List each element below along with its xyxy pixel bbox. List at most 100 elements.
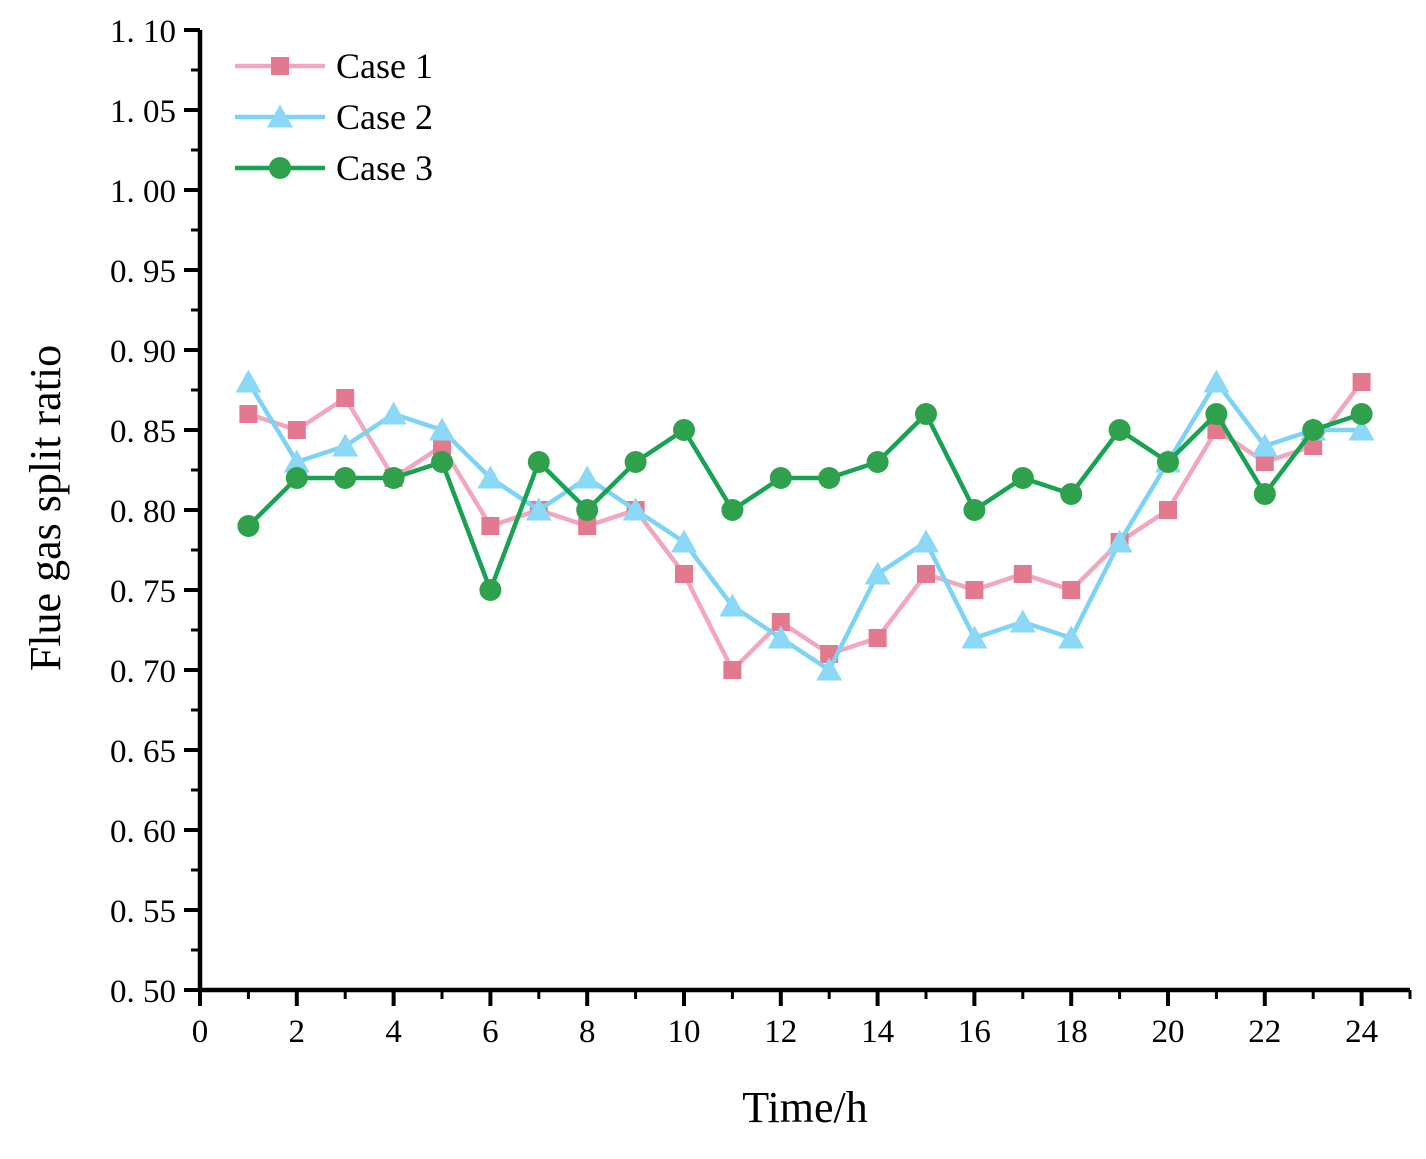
case-1-marker — [481, 517, 500, 535]
case-2-marker — [961, 625, 988, 649]
legend-item-case-3: Case 3 — [235, 148, 433, 188]
case-3-marker — [915, 403, 937, 425]
case-1-marker — [965, 581, 984, 599]
x-tick-label: 20 — [1152, 1014, 1185, 1050]
case-2-marker — [477, 465, 504, 489]
case-2-marker — [864, 561, 891, 585]
case-3-marker — [769, 467, 792, 489]
y-tick-label: 0. 75 — [110, 574, 176, 610]
case-1-marker — [868, 629, 887, 647]
legend-item-case-2: Case 2 — [235, 97, 433, 137]
x-tick-label: 0 — [192, 1014, 209, 1050]
case-1-marker — [1255, 453, 1274, 471]
x-tick-label: 8 — [579, 1014, 596, 1050]
case-3-marker — [1350, 403, 1373, 425]
case-2-marker — [913, 529, 939, 553]
x-tick-label: 12 — [764, 1014, 797, 1050]
case-1-marker — [578, 517, 597, 535]
case-1-marker — [287, 421, 306, 439]
case-3-marker — [1205, 403, 1228, 425]
y-tick-label: 0. 70 — [110, 654, 176, 690]
y-tick-label: 0. 85 — [110, 414, 176, 450]
case-2-marker — [1203, 369, 1230, 393]
y-axis-title: Flue gas split ratio — [21, 345, 70, 671]
legend-label-case-3: Case 3 — [336, 148, 433, 188]
case-2-marker — [622, 497, 649, 521]
case-2-marker — [332, 433, 359, 457]
x-tick-label: 6 — [482, 1014, 499, 1050]
case-2-marker — [574, 465, 601, 489]
case-3-marker — [963, 499, 986, 521]
legend-square-marker-icon — [271, 57, 289, 75]
case-2-marker — [429, 417, 455, 441]
case-1-marker — [723, 661, 742, 679]
x-tick-label: 22 — [1248, 1014, 1281, 1050]
x-tick-label: 4 — [385, 1014, 402, 1050]
y-tick-label: 1. 10 — [110, 14, 176, 50]
case-1-marker — [1013, 565, 1032, 583]
case-2-series — [235, 369, 1375, 681]
x-tick-label: 2 — [289, 1014, 306, 1050]
case-2-marker — [1251, 433, 1278, 457]
case-1-marker — [917, 565, 935, 583]
legend-item-case-1: Case 1 — [235, 46, 433, 86]
axes-layer: 1. 10 1. 05 1. 00 0. 95 0. 90 0. 85 0. 80 0. 75… — [110, 14, 1412, 1050]
case-3-marker — [1302, 419, 1325, 441]
legend-triangle-marker-icon — [267, 104, 293, 128]
case-1-marker — [1352, 373, 1371, 391]
case-3-marker — [818, 467, 841, 489]
case-3-marker — [673, 419, 695, 441]
case-2-marker — [671, 529, 697, 553]
case-2-marker — [1106, 529, 1133, 553]
case-2-marker — [235, 369, 262, 393]
legend-label-case-1: Case 1 — [336, 46, 433, 86]
x-tick-label: 24 — [1345, 1014, 1378, 1050]
case-3-marker — [431, 451, 453, 473]
y-tick-label: 1. 05 — [110, 94, 176, 130]
case-1-marker — [336, 389, 355, 407]
case-3-marker — [866, 451, 889, 473]
case-2-line — [246, 379, 1364, 673]
y-tick-label: 0. 80 — [110, 494, 176, 530]
x-tick-label: 16 — [958, 1014, 991, 1050]
case-1-marker — [1062, 581, 1081, 599]
legend-label-case-2: Case 2 — [336, 97, 433, 137]
case-3-marker — [624, 451, 647, 473]
legend-circle-marker-icon — [269, 157, 291, 179]
case-1-line — [246, 379, 1364, 673]
case-3-marker — [527, 451, 550, 473]
case-3-series — [237, 403, 1373, 601]
y-tick-label: 0. 60 — [110, 814, 176, 850]
case-3-marker — [479, 579, 502, 601]
case-3-marker — [1157, 451, 1179, 473]
case-3-marker — [1253, 483, 1276, 505]
case-3-marker — [285, 467, 308, 489]
series-layer — [235, 369, 1375, 681]
x-tick-label: 10 — [668, 1014, 701, 1050]
case-1-marker — [239, 405, 258, 423]
case-2-marker — [1348, 417, 1375, 441]
case-2-marker — [283, 449, 310, 473]
y-tick-label: 0. 95 — [110, 254, 176, 290]
case-1-marker — [675, 565, 693, 583]
case-3-line — [246, 411, 1364, 593]
y-tick-label: 1. 00 — [110, 174, 176, 210]
case-1-marker — [1304, 437, 1323, 455]
case-3-marker — [1011, 467, 1034, 489]
case-1-marker — [433, 437, 451, 455]
y-tick-label: 0. 65 — [110, 734, 176, 770]
case-1-marker — [771, 613, 790, 631]
case-2-marker — [1009, 609, 1036, 633]
case-2-marker — [719, 593, 746, 617]
case-2-marker — [380, 401, 407, 425]
case-1-marker — [1159, 501, 1177, 519]
x-axis-title: Time/h — [742, 1083, 868, 1132]
legend: Case 1 Case 2 Case 3 — [235, 46, 433, 188]
case-3-marker — [237, 515, 260, 537]
case-3-marker — [382, 467, 405, 489]
case-3-marker — [1108, 419, 1131, 441]
y-tick-label: 0. 90 — [110, 334, 176, 370]
x-tick-label: 18 — [1055, 1014, 1088, 1050]
